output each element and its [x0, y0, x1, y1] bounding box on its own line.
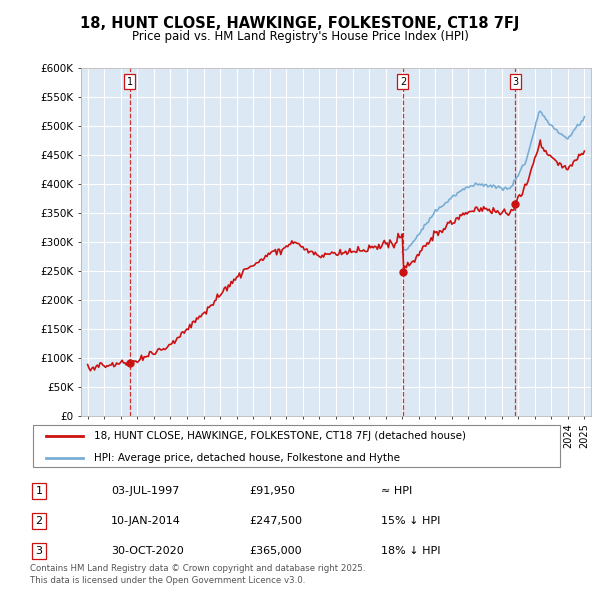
FancyBboxPatch shape: [32, 425, 560, 467]
Text: 1: 1: [35, 486, 43, 496]
Text: 1: 1: [127, 77, 133, 87]
Text: ≈ HPI: ≈ HPI: [381, 486, 412, 496]
Text: 10-JAN-2014: 10-JAN-2014: [111, 516, 181, 526]
Text: 18, HUNT CLOSE, HAWKINGE, FOLKESTONE, CT18 7FJ (detached house): 18, HUNT CLOSE, HAWKINGE, FOLKESTONE, CT…: [94, 431, 466, 441]
Text: 3: 3: [35, 546, 43, 556]
Text: 2: 2: [35, 516, 43, 526]
Text: 15% ↓ HPI: 15% ↓ HPI: [381, 516, 440, 526]
Text: 18, HUNT CLOSE, HAWKINGE, FOLKESTONE, CT18 7FJ: 18, HUNT CLOSE, HAWKINGE, FOLKESTONE, CT…: [80, 16, 520, 31]
Text: Contains HM Land Registry data © Crown copyright and database right 2025.
This d: Contains HM Land Registry data © Crown c…: [30, 565, 365, 585]
Text: 2: 2: [400, 77, 406, 87]
Text: £247,500: £247,500: [249, 516, 302, 526]
Text: 18% ↓ HPI: 18% ↓ HPI: [381, 546, 440, 556]
Text: 30-OCT-2020: 30-OCT-2020: [111, 546, 184, 556]
Text: 03-JUL-1997: 03-JUL-1997: [111, 486, 179, 496]
Text: 3: 3: [512, 77, 518, 87]
Text: £91,950: £91,950: [249, 486, 295, 496]
Text: HPI: Average price, detached house, Folkestone and Hythe: HPI: Average price, detached house, Folk…: [94, 453, 400, 463]
Text: Price paid vs. HM Land Registry's House Price Index (HPI): Price paid vs. HM Land Registry's House …: [131, 30, 469, 43]
Text: £365,000: £365,000: [249, 546, 302, 556]
